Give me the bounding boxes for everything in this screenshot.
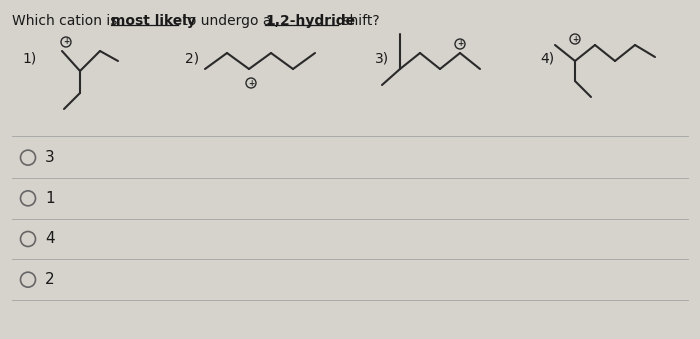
Text: 2): 2): [185, 52, 199, 66]
Text: +: +: [572, 35, 578, 43]
Text: Which cation is: Which cation is: [12, 14, 122, 28]
Text: 3): 3): [375, 52, 389, 66]
Text: 3: 3: [45, 150, 55, 165]
Text: +: +: [457, 40, 463, 48]
Text: +: +: [248, 79, 254, 87]
Text: +: +: [63, 38, 69, 46]
Text: to undergo a: to undergo a: [178, 14, 276, 28]
Text: 1,2-hydride: 1,2-hydride: [265, 14, 355, 28]
Text: 4): 4): [540, 52, 554, 66]
Text: shift?: shift?: [338, 14, 379, 28]
Text: most likely: most likely: [111, 14, 196, 28]
Text: 1): 1): [22, 52, 36, 66]
Text: 2: 2: [45, 272, 55, 287]
Text: 1: 1: [45, 191, 55, 206]
Text: 4: 4: [45, 232, 55, 246]
